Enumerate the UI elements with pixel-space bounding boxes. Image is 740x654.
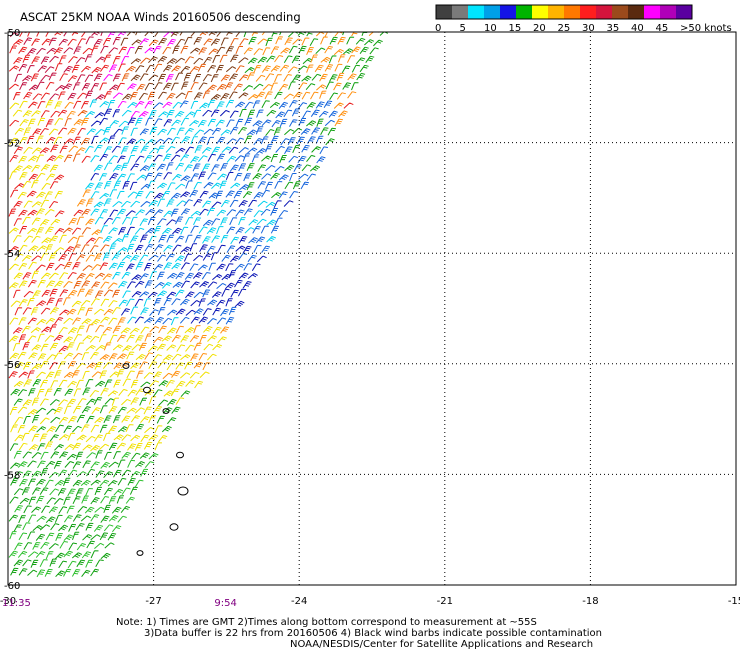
map-panel: -50 -52 -54 -56 -58 -60 -30 -27 -24 -21 -18 -15 11… xyxy=(0,28,740,609)
latitude-tick-label: -60 xyxy=(4,581,20,592)
colorbar-swatch xyxy=(612,5,628,19)
latitude-tick-label: -52 xyxy=(4,139,20,150)
island-outline xyxy=(122,363,130,369)
colorbar-swatch xyxy=(660,5,676,19)
wind-barb-group xyxy=(62,32,249,299)
lat-lon-gridlines xyxy=(8,32,736,585)
wind-barb-group xyxy=(103,32,177,119)
colorbar-label: 40 xyxy=(631,23,644,34)
colorbar-swatch xyxy=(500,5,516,19)
note-line-1: Note: 1) Times are GMT 2)Times along bot… xyxy=(116,617,537,628)
colorbar-swatch xyxy=(484,5,500,19)
longitude-tick-label: -18 xyxy=(582,596,598,607)
latitude-tick-label: -58 xyxy=(4,470,20,481)
longitude-tick-label: -15 xyxy=(728,596,740,607)
wind-barb-group xyxy=(84,99,277,326)
colorbar-label: >50 knots xyxy=(680,23,732,34)
island-outline xyxy=(143,386,151,394)
island-outline xyxy=(162,408,170,414)
island-outline xyxy=(136,550,144,556)
note-line-3: NOAA/NESDIS/Center for Satellite Applica… xyxy=(290,639,593,650)
colorbar-swatch xyxy=(628,5,644,19)
colorbar-label: 35 xyxy=(607,23,620,34)
wind-barb-group xyxy=(90,108,294,324)
latitude-tick-label: -54 xyxy=(4,249,20,260)
measurement-time-label: 11:35 xyxy=(2,598,31,609)
colorbar-swatch xyxy=(452,5,468,19)
colorbar-label: 45 xyxy=(656,23,669,34)
colorbar-swatch xyxy=(548,5,564,19)
colorbar-label: 0 xyxy=(435,23,441,34)
colorbar-swatch xyxy=(644,5,660,19)
colorbar-swatch xyxy=(516,5,532,19)
island-outline xyxy=(169,523,179,531)
colorbar-label: 10 xyxy=(484,23,497,34)
island-outline xyxy=(176,451,184,459)
colorbar-label: 5 xyxy=(460,23,466,34)
latitude-tick-label: -50 xyxy=(4,28,20,39)
colorbar-swatch xyxy=(532,5,548,19)
figure-notes: Note: 1) Times are GMT 2)Times along bot… xyxy=(116,617,602,650)
wind-barb-group xyxy=(8,450,159,578)
colorbar-swatch xyxy=(676,5,692,19)
colorbar-label: 30 xyxy=(582,23,595,34)
colorbar-swatch xyxy=(580,5,596,19)
colorbar-swatch xyxy=(564,5,580,19)
wind-barb-group xyxy=(8,32,354,379)
wind-barb-group xyxy=(120,32,249,101)
island-outline xyxy=(177,486,189,496)
wind-speed-colorbar: 0 5 10 15 20 25 30 35 40 45 >50 knots xyxy=(435,4,732,34)
note-line-2: 3)Data buffer is 22 hrs from 20160506 4)… xyxy=(144,628,602,639)
colorbar-swatch xyxy=(436,5,452,19)
island-outlines xyxy=(122,363,189,556)
measurement-time-label: 9:54 xyxy=(214,598,236,609)
figure-title: ASCAT 25KM NOAA Winds 20160506 descendin… xyxy=(20,10,301,24)
colorbar-border xyxy=(435,4,693,20)
longitude-tick-label: -24 xyxy=(291,596,307,607)
wind-barb-group xyxy=(8,100,227,452)
colorbar-swatch xyxy=(468,5,484,19)
wind-barb-group xyxy=(139,100,338,325)
colorbar-label: 20 xyxy=(533,23,546,34)
map-frame xyxy=(7,31,737,586)
longitude-tick-label: -21 xyxy=(437,596,453,607)
wind-barb-swath xyxy=(8,32,390,578)
longitude-tick-label: -27 xyxy=(145,596,161,607)
latitude-tick-label: -56 xyxy=(4,360,20,371)
colorbar-label: 25 xyxy=(558,23,571,34)
wind-barb-group xyxy=(9,32,121,101)
wind-barb-group xyxy=(8,32,390,578)
colorbar-label: 15 xyxy=(509,23,522,34)
longitude-tick-label: -30 xyxy=(0,596,16,607)
colorbar-swatch xyxy=(596,5,612,19)
